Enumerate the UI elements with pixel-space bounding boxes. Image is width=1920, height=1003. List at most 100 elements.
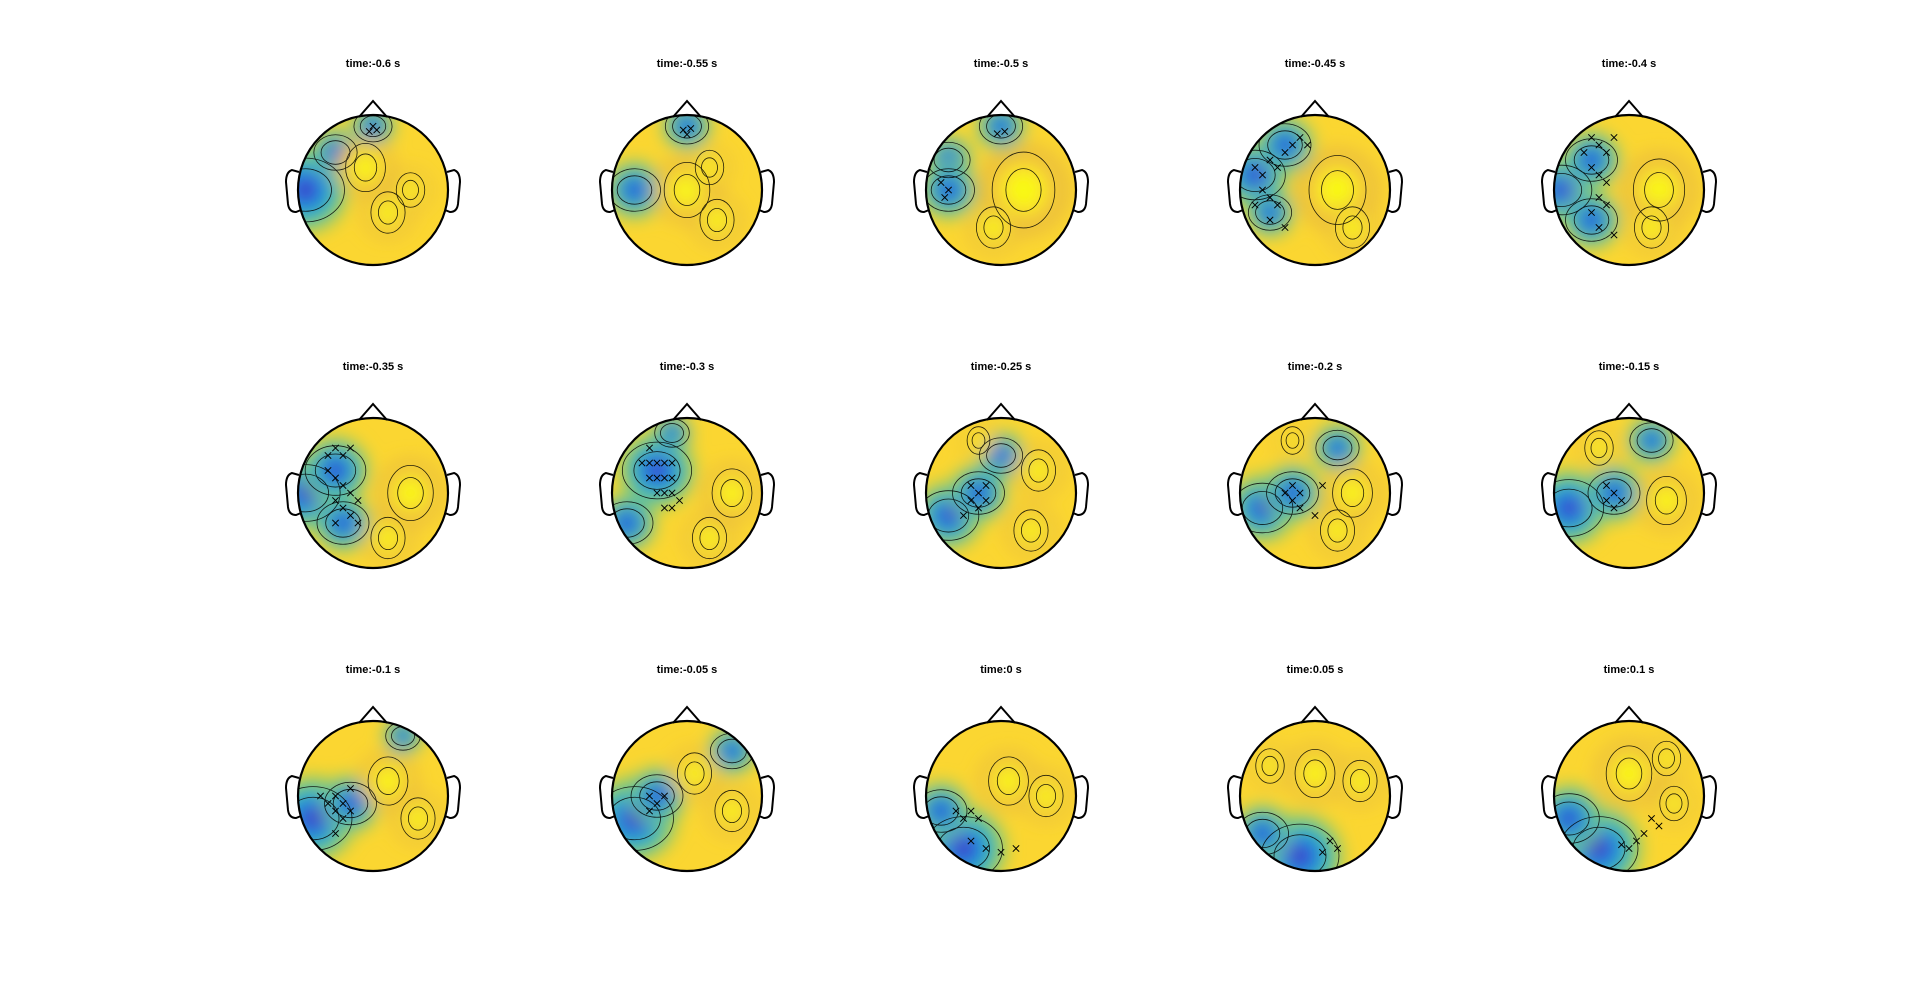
contour-line bbox=[314, 453, 357, 488]
electrode-marker bbox=[982, 481, 990, 490]
contour-line bbox=[325, 508, 361, 538]
contour-line bbox=[1315, 429, 1360, 467]
contour-line bbox=[298, 464, 341, 522]
contour-line bbox=[612, 796, 661, 841]
electrode-marker bbox=[331, 829, 340, 838]
contour-line bbox=[1634, 206, 1670, 249]
low-region-mark bbox=[1561, 811, 1577, 826]
contour-line bbox=[353, 153, 378, 182]
contour-line bbox=[1028, 774, 1064, 818]
panel-title: time:-0.6 s bbox=[346, 58, 400, 70]
contour-line bbox=[1584, 430, 1614, 466]
low-region-mark bbox=[941, 508, 956, 523]
left-ear-outline bbox=[284, 168, 302, 214]
electrode-marker bbox=[645, 792, 654, 800]
electrode-marker bbox=[1281, 148, 1289, 157]
contour-line bbox=[1266, 471, 1319, 515]
contour-line bbox=[930, 175, 967, 205]
contour-line bbox=[1280, 426, 1305, 455]
scalp-map bbox=[1240, 418, 1390, 568]
high-region-mark bbox=[1615, 760, 1643, 787]
contour-line bbox=[313, 134, 358, 171]
left-ear-outline bbox=[1540, 471, 1558, 517]
contour-line bbox=[1554, 488, 1593, 528]
topoplot-panel: time:-0.45 s bbox=[1226, 58, 1404, 267]
contour-line bbox=[699, 198, 735, 242]
electrode-marker bbox=[1311, 511, 1319, 520]
contour-line bbox=[1258, 123, 1312, 167]
electrode-marker bbox=[1647, 814, 1656, 823]
head-outline bbox=[610, 416, 764, 570]
electrode-marker bbox=[1251, 201, 1259, 209]
topoplot-panel: time:-0.4 s bbox=[1540, 58, 1718, 267]
contour-line bbox=[1615, 757, 1643, 790]
electrode-marker bbox=[324, 451, 332, 460]
electrode-marker bbox=[645, 459, 654, 467]
electrode-marker bbox=[346, 444, 355, 452]
contour-line bbox=[400, 797, 436, 840]
electrode-marker bbox=[324, 799, 332, 808]
contour-line bbox=[1267, 130, 1303, 160]
electrode-marker bbox=[1610, 231, 1618, 239]
panel-title: time:-0.15 s bbox=[1599, 361, 1660, 373]
contour-line bbox=[316, 501, 370, 545]
electrode-marker bbox=[974, 504, 983, 512]
contour-line bbox=[978, 437, 1024, 474]
right-ear-outline bbox=[444, 471, 462, 517]
electrode-marker bbox=[653, 799, 661, 808]
contour-line bbox=[633, 451, 681, 490]
contour-line bbox=[397, 477, 424, 509]
electrode-marker bbox=[974, 489, 983, 497]
contour-line bbox=[612, 168, 661, 212]
electrode-marker bbox=[1296, 504, 1304, 512]
electrode-marker bbox=[346, 489, 355, 497]
high-region-mark bbox=[407, 808, 429, 829]
electrode-marker bbox=[941, 193, 949, 202]
contour-line bbox=[1021, 449, 1057, 492]
nose-outline bbox=[986, 99, 1016, 118]
electrode-marker bbox=[653, 474, 661, 482]
electrode-marker bbox=[316, 792, 325, 800]
electrode-marker bbox=[1266, 193, 1274, 202]
high-region-mark bbox=[1665, 795, 1683, 812]
right-ear-outline bbox=[758, 774, 776, 820]
contour-line bbox=[1285, 432, 1300, 449]
high-region-mark bbox=[377, 202, 399, 223]
electrode-marker bbox=[346, 784, 355, 793]
low-region-mark bbox=[1585, 153, 1598, 167]
electrode-marker bbox=[668, 459, 676, 467]
electrode-marker bbox=[1632, 837, 1641, 845]
nose-outline bbox=[358, 99, 388, 118]
topoplot-panel: time:-0.5 s bbox=[912, 58, 1090, 267]
contour-line bbox=[1335, 206, 1371, 249]
right-ear-outline bbox=[1072, 168, 1090, 214]
contour-line bbox=[353, 115, 393, 143]
scalp-map bbox=[1240, 115, 1390, 265]
panel-title: time:0.1 s bbox=[1604, 664, 1655, 676]
contour-line bbox=[1255, 748, 1285, 784]
contour-line bbox=[1261, 755, 1279, 777]
contour-line bbox=[1632, 158, 1686, 222]
electrode-marker bbox=[959, 511, 968, 520]
topoplot-panel: time:-0.25 s bbox=[912, 361, 1090, 570]
electrode-marker bbox=[660, 474, 669, 482]
right-ear-outline bbox=[1386, 168, 1404, 214]
electrode-marker bbox=[339, 451, 347, 460]
contour-line bbox=[960, 478, 997, 508]
low-region-mark bbox=[1646, 435, 1657, 446]
contour-line bbox=[1273, 834, 1327, 871]
contour-line bbox=[324, 781, 377, 826]
low-region-mark bbox=[298, 180, 315, 200]
low-region-mark bbox=[650, 789, 664, 803]
electrode-marker bbox=[324, 466, 332, 475]
low-region-mark bbox=[1286, 486, 1299, 500]
panel-title: time:-0.5 s bbox=[974, 58, 1028, 70]
electrode-marker bbox=[967, 807, 975, 815]
contour-line bbox=[1554, 801, 1590, 836]
electrode-marker bbox=[1617, 496, 1626, 505]
low-region-mark bbox=[620, 516, 634, 530]
electrode-marker bbox=[1001, 127, 1009, 136]
high-region-mark bbox=[1658, 750, 1675, 767]
low-region-mark bbox=[303, 809, 323, 828]
contour-line bbox=[926, 168, 975, 212]
